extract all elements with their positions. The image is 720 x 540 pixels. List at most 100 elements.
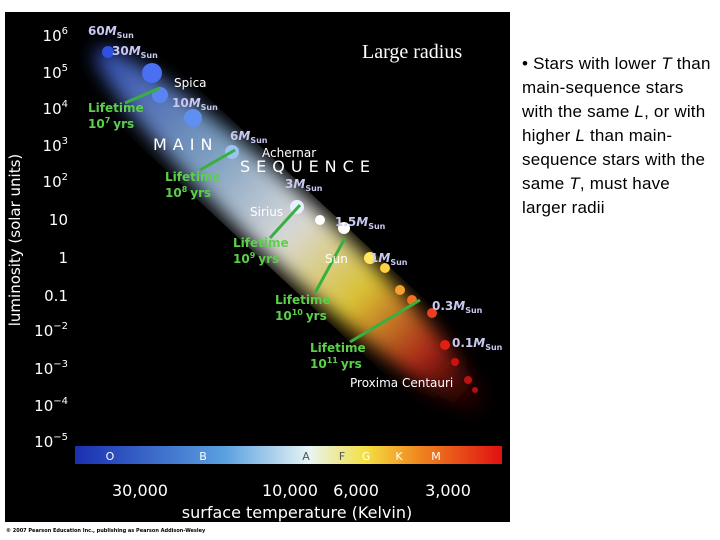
mass-unit: M xyxy=(189,96,201,110)
x-tick-label: 10,000 xyxy=(262,481,318,500)
lifetime-unit: yrs xyxy=(341,357,362,371)
lifetime-word: Lifetime xyxy=(275,293,331,307)
mass-subscript: Sun xyxy=(305,184,322,193)
band-label: MAIN xyxy=(153,135,218,154)
star-label: Achernar xyxy=(262,146,316,160)
y-tick-exponent: 3 xyxy=(62,136,68,147)
lifetime-word: Lifetime xyxy=(310,341,366,355)
lifetime-pointer xyxy=(268,203,302,240)
star xyxy=(464,376,472,384)
spectral-class: M xyxy=(431,450,441,463)
bullet-part: Stars with lower xyxy=(533,54,662,73)
lifetime-exponent: 11 xyxy=(327,356,339,365)
spectral-class: G xyxy=(362,450,371,463)
mass-unit: M xyxy=(238,129,250,143)
y-axis-title: luminosity (solar units) xyxy=(6,154,24,327)
x-tick-label: 30,000 xyxy=(112,481,168,500)
lifetime-value: 1010 yrs xyxy=(275,308,327,323)
mass-number: 10 xyxy=(172,96,189,110)
mass-label: 60MSun xyxy=(88,24,134,40)
y-tick-base: 10 xyxy=(34,397,53,415)
mass-label: 10MSun xyxy=(172,96,218,112)
star-label: Sirius xyxy=(250,205,283,219)
y-tick-exponent: 4 xyxy=(62,99,68,110)
mass-unit: M xyxy=(293,177,305,191)
star xyxy=(451,358,459,366)
lifetime-pointer xyxy=(313,237,347,294)
bullet-part: than main-sequence stars with the same xyxy=(522,54,711,121)
star-label: Proxima Centauri xyxy=(350,376,453,390)
star-label: Sun xyxy=(325,252,348,266)
lifetime-pointer xyxy=(199,148,236,172)
star xyxy=(142,63,162,83)
mass-subscript: Sun xyxy=(485,343,502,352)
spectral-class: K xyxy=(395,450,403,463)
lifetime-word: Lifetime xyxy=(88,101,144,115)
mass-subscript: Sun xyxy=(201,103,218,112)
star xyxy=(315,215,325,225)
y-tick-base: 10 xyxy=(43,27,62,45)
y-tick-label: 103 xyxy=(43,136,68,155)
lifetime-word: Lifetime xyxy=(233,236,289,250)
mass-number: 1 xyxy=(370,251,378,265)
spectral-bar xyxy=(75,446,502,464)
lifetime-value: 109 yrs xyxy=(233,251,279,266)
lifetime-base: 10 xyxy=(233,252,250,266)
y-tick-label: 0.1 xyxy=(44,287,68,305)
y-tick-base: 10 xyxy=(34,360,53,378)
lifetime-unit: yrs xyxy=(306,309,327,323)
lifetime-exponent: 7 xyxy=(105,116,111,125)
figure-background xyxy=(5,12,510,522)
x-axis-title: surface temperature (Kelvin) xyxy=(182,503,412,522)
mass-number: 6 xyxy=(230,129,238,143)
lifetime-value: 107 yrs xyxy=(88,116,134,131)
bullet-text: • Stars with lower T than main-sequence … xyxy=(522,52,712,220)
y-tick-base: 10 xyxy=(43,173,62,191)
spectral-class: B xyxy=(199,450,207,463)
bullet-part: L xyxy=(575,126,586,145)
y-tick-base: 10 xyxy=(34,322,53,340)
y-tick-exponent: 2 xyxy=(62,172,68,183)
mass-subscript: Sun xyxy=(390,258,407,267)
bullet-part: T xyxy=(569,174,580,193)
bullet-part: T xyxy=(661,54,672,73)
mass-label: 0.1MSun xyxy=(452,336,503,352)
star xyxy=(427,308,437,318)
mass-label: 3MSun xyxy=(285,177,323,193)
mass-label: 6MSun xyxy=(230,129,268,145)
y-tick-label: 10−5 xyxy=(34,432,68,451)
mass-label: 1.5MSun xyxy=(335,215,386,231)
bullet-marker: • xyxy=(522,54,529,73)
y-tick-exponent: −4 xyxy=(53,396,68,407)
band-label: SEQUENCE xyxy=(240,157,376,176)
y-tick-label: 10 xyxy=(49,211,68,229)
bullet-part: than main-sequence stars with the same xyxy=(522,126,706,193)
mass-number: 30 xyxy=(112,44,129,58)
y-tick-label: 1 xyxy=(58,249,68,267)
lifetime-value: 1011 yrs xyxy=(310,356,362,371)
star xyxy=(338,222,350,234)
lifetime-word: Lifetime xyxy=(165,170,221,184)
mass-unit: M xyxy=(129,44,141,58)
y-tick-label: 10−2 xyxy=(34,321,68,340)
y-tick-base: 10 xyxy=(43,137,62,155)
star xyxy=(364,252,376,264)
star xyxy=(395,285,405,295)
y-tick-base: 0.1 xyxy=(44,287,68,305)
main-sequence-band xyxy=(94,47,486,413)
spectral-class: F xyxy=(339,450,345,463)
mass-unit: M xyxy=(473,336,485,350)
lifetime-exponent: 8 xyxy=(182,185,188,194)
mass-number: 1.5 xyxy=(335,215,356,229)
mass-subscript: Sun xyxy=(141,51,158,60)
y-tick-label: 10−3 xyxy=(34,359,68,378)
star xyxy=(102,46,114,58)
mass-label: 1MSun xyxy=(370,251,408,267)
mass-number: 0.1 xyxy=(452,336,473,350)
mass-unit: M xyxy=(356,215,368,229)
y-tick-exponent: 6 xyxy=(62,26,68,37)
lifetime-exponent: 10 xyxy=(292,308,304,317)
lifetime-pointer xyxy=(124,86,161,105)
